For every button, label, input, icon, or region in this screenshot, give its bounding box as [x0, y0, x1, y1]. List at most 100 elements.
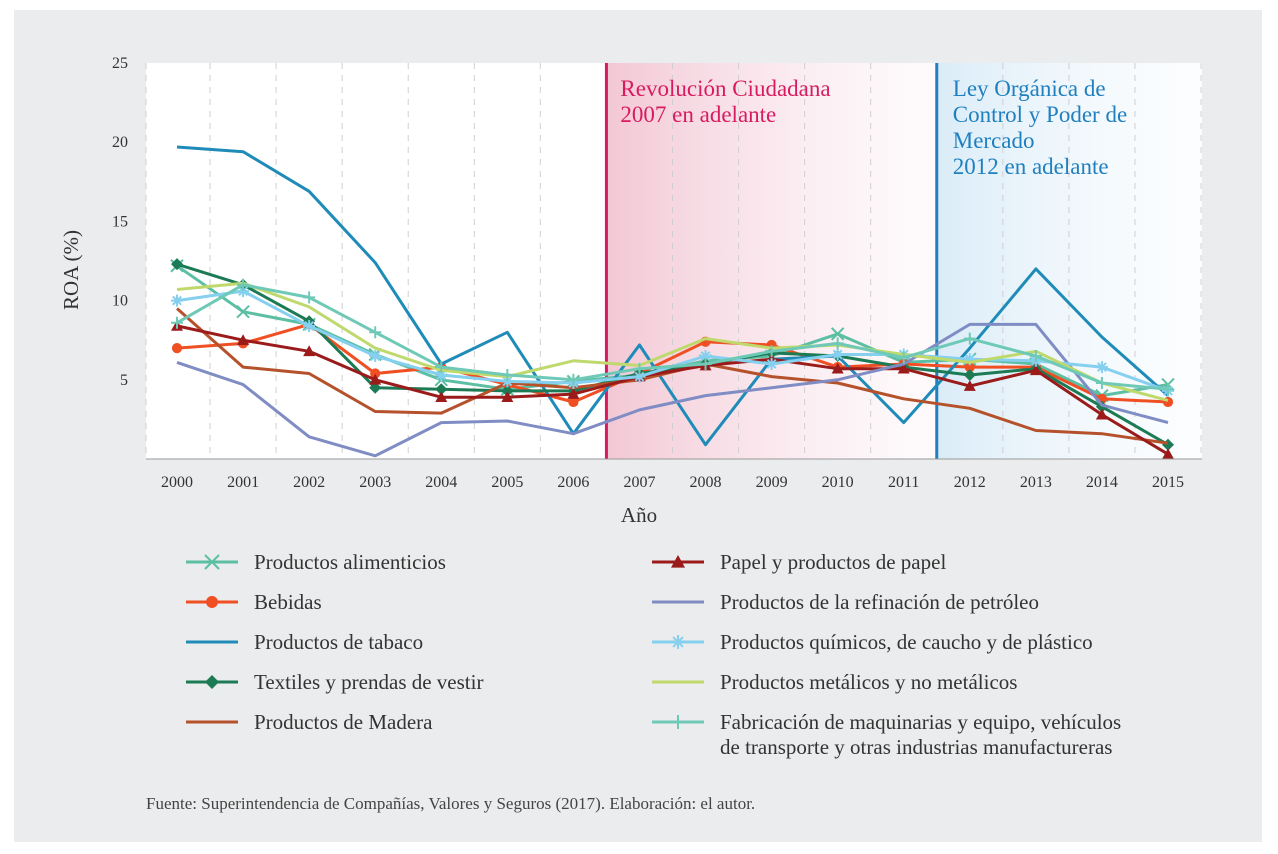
legend-swatch-marker: [205, 675, 219, 689]
data-point: [567, 388, 580, 399]
data-point: [963, 380, 976, 391]
series-line: [176, 324, 1169, 456]
x-tick-label: 2008: [690, 474, 722, 491]
data-point: [1095, 408, 1108, 420]
data-point: [765, 345, 778, 358]
data-point: [501, 391, 514, 403]
data-point: [435, 383, 448, 396]
data-point: [633, 370, 646, 383]
data-point: [963, 369, 976, 382]
annotation-text: 2007 en adelante: [620, 102, 776, 127]
legend-item: Papel y productos de papel: [650, 550, 946, 575]
legend-item: Productos de la refinación de petróleo: [650, 590, 1039, 615]
x-tick-label: 2001: [227, 474, 259, 491]
legend-swatch: [652, 680, 704, 684]
data-point: [236, 304, 250, 319]
x-axis-label: Año: [621, 503, 657, 527]
data-point: [501, 369, 514, 382]
legend-swatch: [652, 555, 704, 568]
legend-swatch-marker: [206, 596, 218, 608]
x-tick-label: 2007: [623, 474, 655, 491]
legend-item: Productos de tabaco: [184, 630, 423, 655]
y-tick-label: 5: [120, 372, 128, 389]
data-point: [435, 361, 448, 374]
series-line: [176, 322, 1169, 404]
legend-label: Productos de la refinación de petróleo: [720, 590, 1039, 614]
legend-label: Textiles y prendas de vestir: [254, 670, 484, 694]
data-point: [897, 362, 910, 374]
data-point: [1029, 350, 1042, 363]
source-note: Fuente: Superintendencia de Compañías, V…: [146, 794, 756, 813]
series-line: [176, 145, 1169, 447]
y-tick-label: 15: [112, 213, 128, 230]
x-tick-label: 2012: [954, 474, 986, 491]
annotation-text: Revolución Ciudadana: [620, 76, 830, 101]
data-point: [897, 351, 910, 364]
data-point: [831, 337, 844, 350]
legend-label: Productos químicos, de caucho y de plást…: [720, 630, 1093, 654]
legend-item: Textiles y prendas de vestir: [184, 670, 483, 695]
legend-label: Productos de Madera: [254, 710, 433, 734]
data-point: [303, 319, 316, 332]
data-point: [501, 375, 514, 388]
data-point: [1095, 361, 1108, 374]
y-axis-label: ROA (%): [59, 230, 83, 310]
y-tick-label: 25: [112, 55, 128, 72]
legend-item: Productos de Madera: [184, 710, 432, 735]
legend-swatch: [186, 675, 238, 689]
legend-swatch-marker: [671, 555, 685, 568]
data-point: [171, 343, 183, 354]
data-point: [369, 381, 382, 394]
x-tick-label: 2009: [756, 474, 788, 491]
legend-swatch: [652, 715, 704, 729]
legend-label: Bebidas: [254, 590, 322, 614]
series-6: [176, 322, 1169, 458]
legend-swatch: [186, 554, 238, 570]
data-point: [699, 357, 712, 370]
legend-swatch-marker: [671, 715, 685, 729]
series-8: [176, 281, 1169, 402]
data-point: [831, 362, 844, 374]
data-point: [435, 369, 448, 382]
legend-item: Bebidas: [184, 590, 322, 615]
series-line: [176, 283, 1169, 391]
data-point: [171, 294, 183, 307]
x-tick-label: 2011: [888, 474, 919, 491]
legend-swatch: [652, 635, 704, 649]
data-point: [765, 357, 778, 370]
data-point: [1029, 364, 1042, 376]
data-point: [303, 345, 316, 357]
x-tick-label: 2010: [822, 474, 854, 491]
series-9: [171, 278, 1174, 396]
data-point: [501, 384, 514, 397]
y-tick-label: 10: [112, 293, 128, 310]
x-tick-label: 2006: [557, 474, 589, 491]
annotation-text: Control y Poder de: [953, 102, 1127, 127]
data-point: [435, 391, 448, 403]
legend-item: Fabricación de maquinarias y equipo, veh…: [650, 710, 1121, 760]
data-point: [237, 285, 250, 298]
y-tick-label: 20: [112, 134, 128, 151]
legend-label: Productos de tabaco: [254, 630, 424, 654]
series-2: [176, 145, 1169, 447]
data-point: [567, 373, 580, 386]
data-point: [237, 278, 250, 291]
data-point: [1095, 376, 1108, 389]
legend-swatch: [186, 640, 238, 644]
x-tick-label: 2003: [359, 474, 391, 491]
legend-swatch: [186, 720, 238, 724]
data-point: [963, 332, 976, 345]
legend-swatch: [652, 600, 704, 604]
data-point: [370, 368, 381, 379]
legend-swatch-marker: [204, 554, 220, 570]
series-line: [176, 322, 1169, 458]
x-tick-label: 2005: [491, 474, 523, 491]
data-point: [831, 348, 844, 361]
data-point: [369, 373, 382, 385]
x-tick-label: 2015: [1152, 474, 1184, 491]
data-point: [699, 350, 712, 363]
data-point: [633, 362, 646, 375]
data-point: [369, 326, 382, 339]
legend-label: Productos alimenticios: [254, 550, 446, 574]
